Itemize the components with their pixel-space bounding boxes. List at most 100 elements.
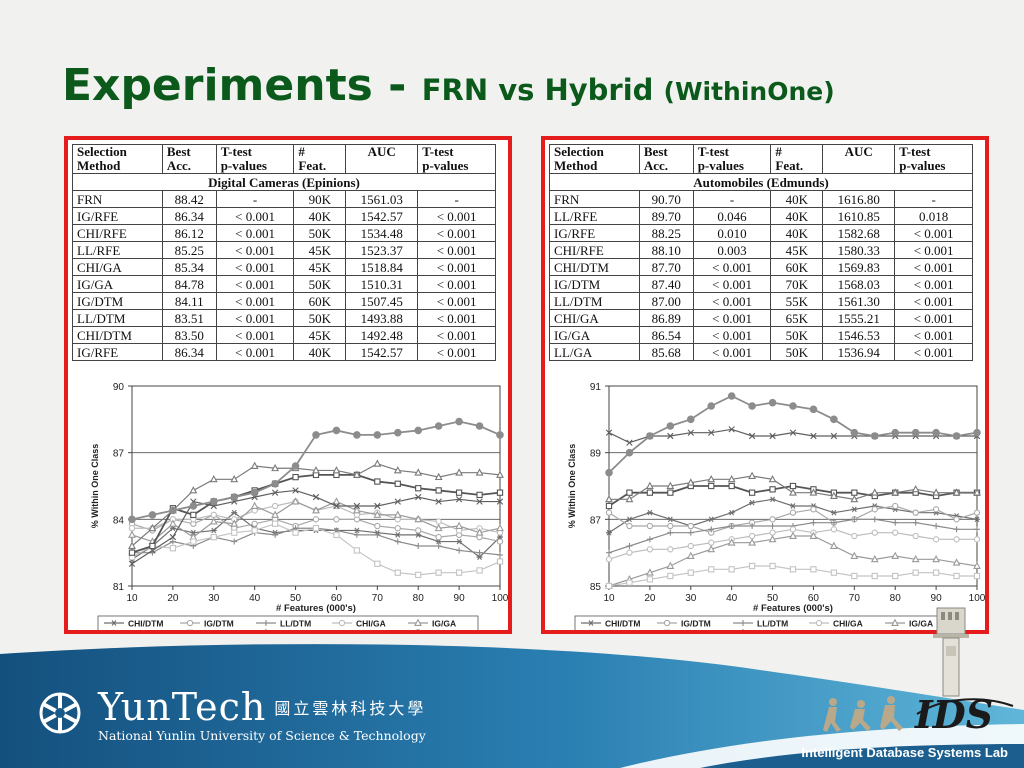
data-point (667, 572, 674, 580)
data-point (687, 569, 694, 576)
plot-area (608, 385, 978, 587)
data-point (769, 432, 776, 440)
data-point (952, 432, 961, 440)
data-point (667, 522, 674, 530)
table-cell: 70K (770, 275, 824, 293)
data-point (810, 566, 817, 573)
legend-item: CHI/GA (809, 619, 863, 629)
x-tick-label: 40 (249, 593, 261, 604)
table-cell: 1555.21 (822, 309, 896, 327)
data-point (476, 498, 483, 505)
data-point (768, 398, 777, 407)
data-point (128, 560, 136, 567)
column-header-line: p-values (422, 158, 469, 173)
data-point (769, 562, 776, 570)
y-tick-label: 87 (590, 515, 602, 526)
data-point (891, 428, 900, 437)
data-point (749, 499, 756, 506)
table-cell: 1493.88 (345, 309, 419, 327)
table-cell: - (215, 190, 295, 208)
data-point (749, 523, 756, 529)
table-row: IG/RFE 86.34 < 0.001 40K 1542.57 < 0.001 (72, 343, 496, 361)
table-cell: 87.70 (638, 258, 694, 276)
legend-item: CHI/RFE (186, 629, 238, 630)
table-cell: FRN (72, 190, 163, 208)
y-tick-label: 89 (590, 449, 602, 460)
table-cell: 87.00 (638, 292, 694, 310)
column-header: Best Acc. (638, 144, 694, 174)
data-point (768, 474, 777, 483)
table-row: FRN 88.42-90K 1561.03- (72, 190, 496, 208)
column-header-line: Selection (554, 144, 604, 159)
table-cell: 0.010 (692, 224, 772, 242)
data-point (748, 489, 756, 496)
data-point (209, 517, 218, 525)
column-header-line: Acc. (166, 158, 192, 173)
data-point (312, 431, 320, 439)
data-point (374, 531, 381, 538)
table-cell: 84.78 (161, 275, 217, 293)
table-cell: - (894, 190, 973, 208)
table-cell: 50K (293, 309, 347, 327)
data-point (626, 579, 633, 586)
data-point (932, 428, 940, 437)
table-cell: 65K (770, 309, 824, 327)
data-point (748, 562, 756, 570)
column-header-line: # (775, 144, 782, 159)
column-header: T-test p-values (417, 144, 496, 174)
table-cell: < 0.001 (417, 326, 496, 344)
data-point (353, 502, 361, 510)
column-header-line: Acc. (643, 158, 669, 173)
data-point (851, 506, 858, 513)
data-point (870, 488, 879, 496)
title-paren: (WithinOne) (663, 77, 835, 106)
data-point (169, 533, 177, 541)
data-point (435, 533, 442, 541)
table-cell: FRN (549, 190, 640, 208)
data-point (728, 482, 735, 490)
data-point (769, 523, 776, 529)
data-point (394, 538, 401, 545)
line-chart: 85 87 89 91 10 20 30 40 50 60 70 80 90 100 # Features … (567, 382, 985, 631)
data-point (686, 478, 695, 486)
table-cell: 1580.33 (822, 241, 896, 259)
data-point (434, 472, 443, 481)
data-point (708, 429, 715, 436)
yuntech-logo-icon (39, 692, 81, 734)
table-cell: 86.89 (638, 309, 694, 327)
table-cell: < 0.001 (894, 275, 973, 293)
column-header-line: p-values (697, 158, 744, 173)
data-point (190, 529, 197, 536)
legend: CHI/DTM IG/DTM LL/DTM CHI/GA IG/GA LL/GA CHI/R… (97, 615, 479, 630)
data-point (769, 529, 776, 536)
data-point (230, 493, 239, 501)
table-cell: < 0.001 (215, 343, 295, 361)
table-cell: LL/RFE (549, 207, 640, 225)
table-cell: 40K (770, 224, 824, 242)
table-cell: CHI/RFE (72, 224, 163, 242)
legend-item: LL/RFE (339, 629, 386, 630)
data-point (455, 569, 463, 576)
table-cell: 1582.68 (822, 224, 896, 242)
data-point (707, 544, 716, 553)
data-point (271, 463, 280, 472)
data-point (707, 402, 716, 410)
column-header-line: T-test (697, 144, 729, 159)
table-row: LL/RFE 85.25 < 0.001 45K 1523.37 < 0.001 (72, 241, 496, 259)
data-point (708, 516, 715, 523)
legend-item: LL/RFE (816, 629, 863, 630)
data-point (809, 405, 818, 414)
data-point (912, 532, 919, 540)
data-point (871, 516, 878, 523)
table-cell: 84.11 (161, 292, 217, 310)
data-point (455, 521, 464, 529)
data-point (394, 525, 401, 532)
data-point (476, 554, 483, 560)
data-point (455, 489, 463, 496)
data-point (271, 489, 279, 496)
column-header: AUC (345, 144, 419, 174)
column-header-line: p-values (220, 158, 267, 173)
left-results-panel: Selection Method Best Acc. T-test p-values # Fe… (64, 136, 512, 634)
legend-label: LL/GA (605, 629, 631, 631)
table-cell: < 0.001 (417, 207, 496, 225)
